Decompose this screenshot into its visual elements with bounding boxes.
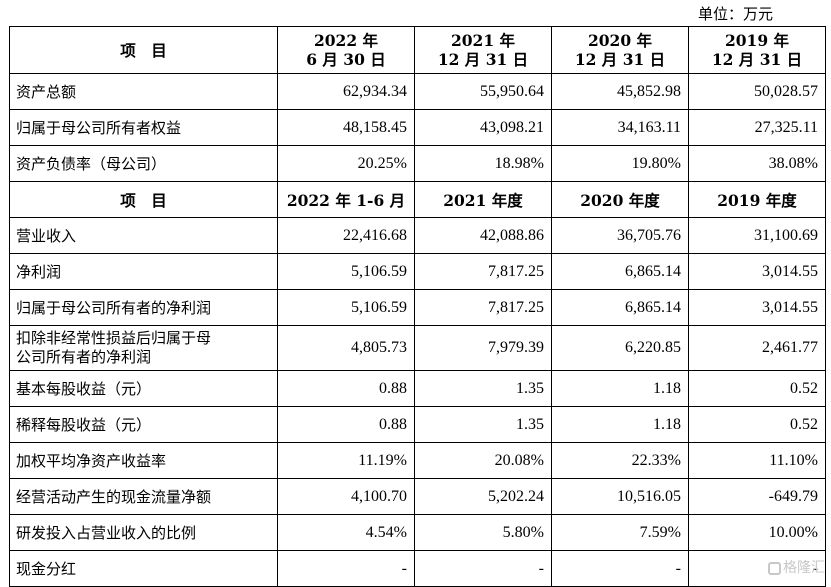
cell-value: 6,220.85 bbox=[551, 325, 689, 371]
cell-value: 7,979.39 bbox=[414, 325, 552, 371]
table-row: 资产负债率（母公司） 20.25% 18.98% 19.80% 38.08% bbox=[9, 145, 826, 182]
row-label: 扣除非经常性损益后归属于母 公司所有者的净利润 bbox=[9, 325, 278, 371]
cell-value: 3,014.55 bbox=[688, 253, 826, 290]
cell-value: 50,028.57 bbox=[688, 73, 826, 110]
row-label: 现金分红 bbox=[9, 550, 278, 587]
cell-value: 6,865.14 bbox=[551, 289, 689, 326]
cell-value: 1.35 bbox=[414, 406, 552, 443]
cell-value: 5,202.24 bbox=[414, 478, 552, 515]
cell-value: 20.08% bbox=[414, 442, 552, 479]
cell-value: 7,817.25 bbox=[414, 253, 552, 290]
cell-value: 18.98% bbox=[414, 145, 552, 182]
row-label: 研发投入占营业收入的比例 bbox=[9, 514, 278, 551]
cell-value: 0.52 bbox=[688, 370, 826, 407]
cell-value: -649.79 bbox=[688, 478, 826, 515]
cell-value: 7.59% bbox=[551, 514, 689, 551]
header-col-2019: 2019 年 12 月 31 日 bbox=[688, 26, 826, 74]
table-row: 现金分红 - - - - bbox=[9, 550, 826, 587]
cell-value: 2,461.77 bbox=[688, 325, 826, 371]
cell-value: 4.54% bbox=[277, 514, 415, 551]
row-label: 归属于母公司所有者的净利润 bbox=[9, 289, 278, 326]
row-label: 归属于母公司所有者权益 bbox=[9, 109, 278, 146]
row-label: 资产负债率（母公司） bbox=[9, 145, 278, 182]
table-row: 净利润 5,106.59 7,817.25 6,865.14 3,014.55 bbox=[9, 253, 826, 290]
cell-value: 43,098.21 bbox=[414, 109, 552, 146]
watermark-text: 格隆汇 bbox=[783, 560, 825, 576]
cell-value: 19.80% bbox=[551, 145, 689, 182]
cell-value: 0.52 bbox=[688, 406, 826, 443]
cell-value: 11.10% bbox=[688, 442, 826, 479]
cell-value: 62,934.34 bbox=[277, 73, 415, 110]
cell-value: 0.88 bbox=[277, 370, 415, 407]
header-col-2021: 2021 年度 bbox=[414, 181, 552, 218]
cell-value: 5,106.59 bbox=[277, 253, 415, 290]
table-row: 归属于母公司所有者权益 48,158.45 43,098.21 34,163.1… bbox=[9, 109, 826, 146]
row-label: 资产总额 bbox=[9, 73, 278, 110]
row-label: 营业收入 bbox=[9, 217, 278, 254]
table-row: 归属于母公司所有者的净利润 5,106.59 7,817.25 6,865.14… bbox=[9, 289, 826, 326]
cell-value: 1.35 bbox=[414, 370, 552, 407]
cell-value: 0.88 bbox=[277, 406, 415, 443]
header-col-2020: 2020 年 12 月 31 日 bbox=[551, 26, 689, 74]
table-row: 加权平均净资产收益率 11.19% 20.08% 22.33% 11.10% bbox=[9, 442, 826, 479]
cell-value: 11.19% bbox=[277, 442, 415, 479]
cell-value: 42,088.86 bbox=[414, 217, 552, 254]
cell-value: 45,852.98 bbox=[551, 73, 689, 110]
header-col-2019: 2019 年度 bbox=[688, 181, 826, 218]
unit-label: 单位：万元 bbox=[697, 5, 773, 23]
watermark: 格隆汇 bbox=[768, 557, 825, 577]
header-col-2021: 2021 年 12 月 31 日 bbox=[414, 26, 552, 74]
table-row: 基本每股收益（元） 0.88 1.35 1.18 0.52 bbox=[9, 370, 826, 407]
row-label: 稀释每股收益（元） bbox=[9, 406, 278, 443]
header-item-label: 项 目 bbox=[9, 181, 278, 218]
cell-value: 1.18 bbox=[551, 370, 689, 407]
cell-value: - bbox=[277, 550, 415, 587]
header-row-income: 项 目 2022 年 1-6 月 2021 年度 2020 年度 2019 年度 bbox=[9, 181, 826, 218]
cell-value: 4,805.73 bbox=[277, 325, 415, 371]
table-row: 经营活动产生的现金流量净额 4,100.70 5,202.24 10,516.0… bbox=[9, 478, 826, 515]
cell-value: - bbox=[414, 550, 552, 587]
table-row: 资产总额 62,934.34 55,950.64 45,852.98 50,02… bbox=[9, 73, 826, 110]
table-row: 营业收入 22,416.68 42,088.86 36,705.76 31,10… bbox=[9, 217, 826, 254]
cell-value: 27,325.11 bbox=[688, 109, 826, 146]
table-row: 扣除非经常性损益后归属于母 公司所有者的净利润 4,805.73 7,979.39… bbox=[9, 325, 826, 371]
cell-value: 5,106.59 bbox=[277, 289, 415, 326]
cell-value: 10.00% bbox=[688, 514, 826, 551]
brand-logo-icon bbox=[768, 562, 781, 575]
cell-value: 3,014.55 bbox=[688, 289, 826, 326]
cell-value: 38.08% bbox=[688, 145, 826, 182]
table-row: 稀释每股收益（元） 0.88 1.35 1.18 0.52 bbox=[9, 406, 826, 443]
row-label: 基本每股收益（元） bbox=[9, 370, 278, 407]
cell-value: 20.25% bbox=[277, 145, 415, 182]
row-label: 净利润 bbox=[9, 253, 278, 290]
cell-value: - bbox=[551, 550, 689, 587]
cell-value: 4,100.70 bbox=[277, 478, 415, 515]
cell-value: 55,950.64 bbox=[414, 73, 552, 110]
cell-value: 48,158.45 bbox=[277, 109, 415, 146]
cell-value: 31,100.69 bbox=[688, 217, 826, 254]
header-col-2022h1: 2022 年 1-6 月 bbox=[277, 181, 415, 218]
table-row: 研发投入占营业收入的比例 4.54% 5.80% 7.59% 10.00% bbox=[9, 514, 826, 551]
cell-value: 1.18 bbox=[551, 406, 689, 443]
cell-value: 34,163.11 bbox=[551, 109, 689, 146]
header-item-label: 项 目 bbox=[9, 26, 278, 74]
cell-value: 5.80% bbox=[414, 514, 552, 551]
cell-value: 22.33% bbox=[551, 442, 689, 479]
cell-value: 36,705.76 bbox=[551, 217, 689, 254]
cell-value: 6,865.14 bbox=[551, 253, 689, 290]
cell-value: 10,516.05 bbox=[551, 478, 689, 515]
row-label: 加权平均净资产收益率 bbox=[9, 442, 278, 479]
row-label: 经营活动产生的现金流量净额 bbox=[9, 478, 278, 515]
cell-value: 22,416.68 bbox=[277, 217, 415, 254]
cell-value: 7,817.25 bbox=[414, 289, 552, 326]
header-col-2020: 2020 年度 bbox=[551, 181, 689, 218]
